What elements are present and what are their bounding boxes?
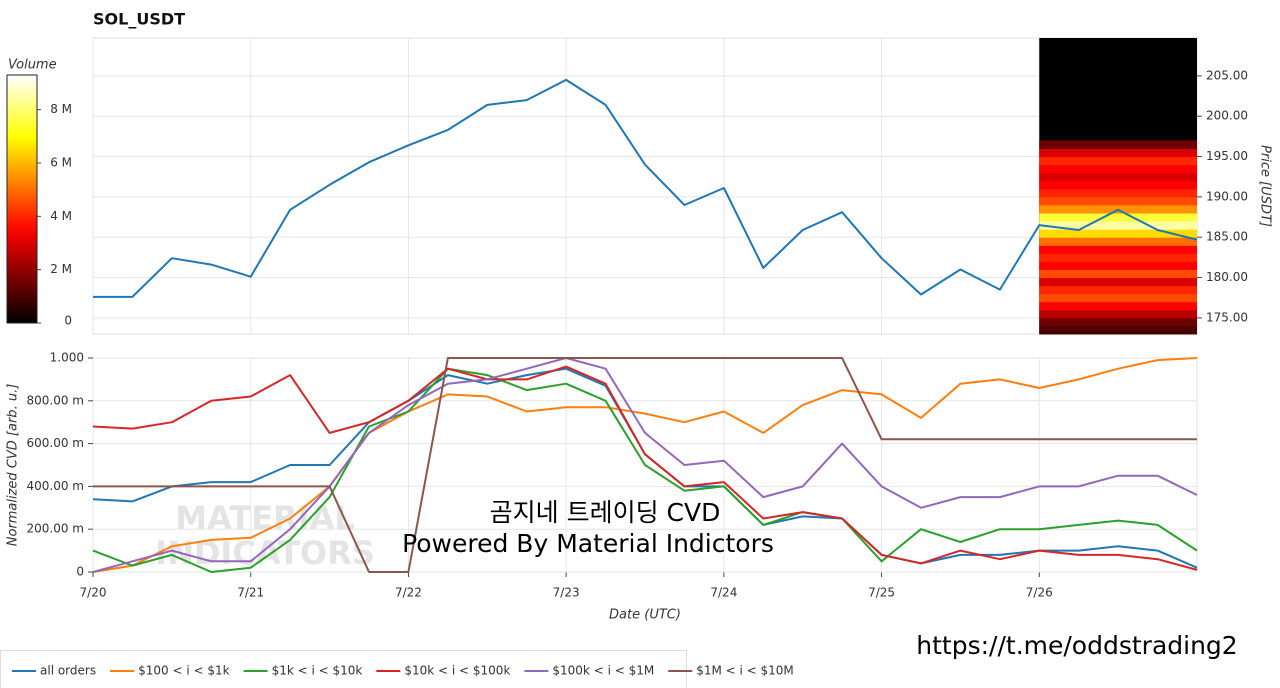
heatmap-cell	[1039, 180, 1197, 190]
heatmap-cell	[1039, 196, 1197, 206]
credit: Powered By Material Indictors	[402, 529, 774, 558]
colorbar-tick-label: 0	[64, 314, 72, 328]
legend-label: $1M < i < $10M	[696, 664, 794, 678]
heatmap-cell	[1039, 293, 1197, 303]
series-line	[92, 357, 1198, 573]
heatmap-cell	[1039, 269, 1197, 279]
y-tick-label: 180.00	[1206, 270, 1248, 284]
x-axis-label: Date (UTC)	[609, 608, 681, 623]
heatmap-cell	[1039, 148, 1197, 158]
heatmap-cell	[1039, 261, 1197, 270]
y-tick-label: 175.00	[1206, 310, 1248, 324]
x-tick-label: 7/25	[868, 586, 895, 600]
heatmap-cell	[1039, 164, 1197, 174]
legend-label: $10k < i < $100k	[404, 664, 510, 678]
legend-label: $100k < i < $1M	[552, 664, 654, 678]
heatmap-cell	[1039, 213, 1197, 222]
y-tick-label: 195.00	[1206, 149, 1248, 163]
heatmap-cell	[1039, 221, 1197, 230]
y-tick-label: 1.000	[50, 351, 84, 365]
x-tick-label: 7/24	[710, 586, 737, 600]
legend-box	[0, 650, 687, 688]
legend-label: all orders	[40, 664, 96, 678]
y-tick-label: 190.00	[1206, 189, 1248, 203]
heatmap-cell	[1039, 245, 1197, 254]
y-tick-label: 0	[76, 565, 84, 579]
heatmap-cell	[1039, 156, 1197, 166]
legend-label: $1k < i < $10k	[272, 664, 363, 678]
x-tick-label: 7/21	[237, 586, 264, 600]
y-tick-label: 185.00	[1206, 230, 1248, 244]
y-axis-label: Normalized CVD [arb. u.]	[6, 384, 21, 547]
colorbar-tick-label: 8 M	[50, 102, 72, 116]
y-tick-label: 200.00 m	[27, 522, 85, 536]
heatmap-cell	[1039, 172, 1197, 182]
heatmap-cell	[1039, 277, 1197, 287]
heatmap-cell	[1039, 301, 1197, 311]
x-tick-label: 7/20	[80, 586, 107, 600]
watermark: INDICATORS	[155, 534, 375, 572]
colorbar-tick-label: 2 M	[50, 262, 72, 276]
y-tick-label: 200.00	[1206, 109, 1248, 123]
colorbar-label: Volume	[8, 58, 57, 73]
series-line	[93, 78, 1198, 298]
heatmap-cell	[1039, 229, 1197, 238]
legend-label: $100 < i < $1k	[138, 664, 230, 678]
colorbar-tick-label: 6 M	[50, 156, 72, 170]
series-line	[92, 367, 1198, 573]
colorbar-tick-label: 4 M	[50, 209, 72, 223]
series-line	[92, 365, 1198, 571]
y-tick-label: 600.00 m	[27, 436, 85, 450]
y-axis-label: Price [USDT]	[1258, 145, 1273, 227]
link: https://t.me/oddstrading2	[916, 631, 1237, 660]
heatmap-cell	[1039, 309, 1197, 319]
heatmap-cell	[1039, 237, 1197, 246]
y-tick-label: 205.00	[1206, 68, 1248, 82]
y-tick-label: 400.00 m	[27, 479, 85, 493]
chart-title: SOL_USDT	[93, 10, 185, 29]
x-tick-label: 7/26	[1026, 586, 1053, 600]
colorbar	[6, 74, 38, 324]
heatmap-cell	[1039, 325, 1197, 335]
x-tick-label: 7/23	[553, 586, 580, 600]
caption: 곰지네 트레이딩 CVD	[490, 498, 721, 527]
x-tick-label: 7/22	[395, 586, 422, 600]
heatmap-cell	[1039, 285, 1197, 295]
series-line	[93, 357, 1197, 573]
heatmap-cell	[1039, 253, 1197, 262]
plot-frame	[92, 37, 1198, 335]
heatmap-cell	[1039, 317, 1197, 327]
y-tick-label: 800.00 m	[27, 393, 85, 407]
heatmap-cell	[1039, 140, 1197, 149]
heatmap-cell	[1039, 188, 1197, 198]
series-line	[92, 357, 1198, 573]
